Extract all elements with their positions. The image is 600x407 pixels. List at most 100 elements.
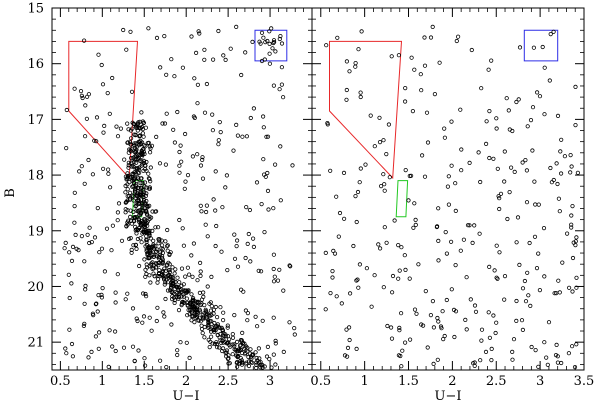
right-data-point bbox=[357, 262, 362, 267]
right-data-point bbox=[496, 194, 501, 199]
left-data-point bbox=[234, 122, 239, 128]
right-data-point bbox=[335, 35, 340, 40]
right-x-tick-label: 1 bbox=[361, 374, 369, 389]
right-data-point bbox=[425, 345, 430, 350]
left-data-point bbox=[192, 115, 197, 121]
right-data-point bbox=[528, 303, 533, 308]
left-data-point bbox=[137, 190, 142, 195]
right-data-point bbox=[533, 347, 538, 353]
right-data-point bbox=[347, 69, 352, 74]
right-data-point bbox=[495, 276, 500, 281]
left-data-point bbox=[142, 180, 148, 185]
right-data-point bbox=[489, 346, 494, 351]
right-data-point bbox=[430, 24, 435, 29]
right-data-point bbox=[554, 342, 559, 347]
right-data-point bbox=[542, 65, 547, 70]
left-data-point bbox=[193, 307, 198, 312]
right-data-point bbox=[400, 348, 405, 353]
left-data-point bbox=[216, 142, 221, 147]
left-data-point bbox=[80, 95, 85, 101]
left-data-point bbox=[187, 355, 192, 360]
left-data-point bbox=[224, 350, 229, 355]
left-panel-frame bbox=[51, 7, 313, 371]
left-data-point bbox=[146, 228, 151, 233]
left-data-point bbox=[121, 27, 126, 33]
left-data-point bbox=[79, 234, 85, 239]
right-data-point bbox=[467, 223, 472, 228]
right-data-point bbox=[523, 299, 529, 304]
left-data-point bbox=[142, 257, 147, 262]
left-data-point bbox=[142, 217, 147, 222]
left-panel: 15 16 17 18 19 20 21 0.5 1 1.5 2 2.5 3 U−I B bbox=[3, 2, 313, 404]
left-data-point bbox=[277, 267, 282, 272]
left-data-point bbox=[142, 356, 147, 361]
right-data-point bbox=[494, 126, 499, 131]
left-data-point bbox=[70, 244, 76, 249]
left-data-point bbox=[209, 303, 214, 309]
right-data-point bbox=[494, 275, 499, 280]
left-data-point bbox=[142, 143, 147, 148]
left-data-point bbox=[189, 34, 194, 39]
right-data-point bbox=[455, 34, 461, 39]
left-y-tick-label: 19 bbox=[27, 224, 44, 239]
left-data-point bbox=[149, 328, 154, 333]
left-data-point bbox=[147, 250, 152, 256]
left-data-point bbox=[126, 218, 131, 223]
left-data-point bbox=[78, 89, 84, 94]
left-data-point bbox=[162, 33, 167, 39]
right-data-point bbox=[378, 184, 384, 189]
right-data-point bbox=[425, 140, 431, 145]
right-data-point bbox=[419, 153, 425, 158]
right-data-point bbox=[341, 170, 347, 175]
left-data-point bbox=[160, 121, 165, 126]
left-data-point bbox=[177, 163, 182, 168]
right-data-point bbox=[459, 168, 464, 173]
right-data-point bbox=[442, 333, 447, 339]
right-data-point bbox=[560, 260, 565, 265]
right-data-point bbox=[568, 170, 573, 175]
left-data-point bbox=[181, 243, 186, 248]
right-data-point bbox=[487, 264, 492, 269]
right-data-point bbox=[422, 35, 427, 40]
left-data-point bbox=[277, 87, 282, 92]
left-data-point bbox=[250, 39, 255, 45]
right-data-point bbox=[574, 275, 579, 280]
left-data-point bbox=[194, 299, 200, 304]
left-data-point bbox=[200, 155, 205, 160]
right-data-point bbox=[512, 169, 517, 174]
left-data-point bbox=[74, 246, 79, 251]
left-data-point bbox=[128, 142, 133, 147]
left-data-point bbox=[230, 335, 236, 340]
left-data-point bbox=[244, 205, 249, 210]
left-data-point bbox=[134, 182, 139, 187]
left-data-point bbox=[66, 272, 71, 277]
right-data-point bbox=[486, 67, 491, 72]
left-data-point bbox=[210, 112, 215, 117]
left-data-point bbox=[64, 146, 69, 151]
right-data-point bbox=[494, 116, 499, 121]
right-data-point bbox=[358, 94, 363, 100]
right-data-point bbox=[479, 327, 485, 332]
right-data-point bbox=[438, 324, 444, 329]
left-data-point bbox=[174, 294, 179, 299]
left-data-point bbox=[204, 81, 209, 87]
left-data-point bbox=[77, 169, 82, 174]
left-data-point bbox=[182, 186, 187, 191]
right-data-point bbox=[564, 231, 570, 236]
left-data-point bbox=[143, 291, 148, 297]
left-data-point bbox=[224, 348, 229, 353]
left-data-point bbox=[113, 329, 118, 334]
right-data-point bbox=[354, 278, 359, 283]
right-data-point bbox=[359, 29, 364, 34]
right-data-point bbox=[444, 251, 449, 256]
left-data-point bbox=[87, 240, 92, 246]
left-data-point bbox=[246, 231, 251, 237]
right-data-point bbox=[384, 152, 389, 157]
right-data-point bbox=[436, 319, 441, 324]
left-data-point bbox=[198, 319, 203, 324]
left-data-point bbox=[254, 180, 260, 185]
left-y-tick-label: 15 bbox=[27, 2, 44, 17]
left-data-point bbox=[230, 352, 235, 357]
right-data-point bbox=[458, 248, 463, 253]
right-data-point bbox=[540, 44, 545, 50]
